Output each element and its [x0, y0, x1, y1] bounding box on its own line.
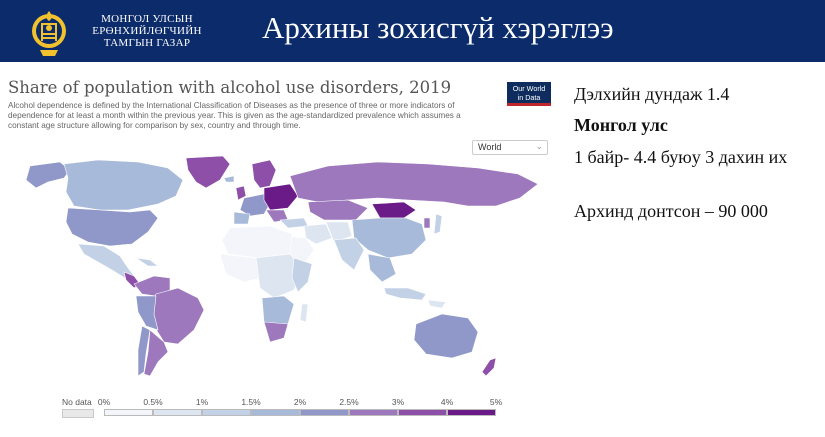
map-region-china — [351, 217, 427, 259]
slide-title: Архины зохисгүй хэрэглээ — [262, 10, 614, 45]
region-selector[interactable]: World ⌄ — [472, 140, 548, 155]
region-selector-value: World — [478, 142, 502, 152]
world-average-text: Дэлхийн дундаж 1.4 — [574, 84, 730, 104]
org-line-2: ЕРӨНХИЙЛӨГЧИЙН — [92, 25, 202, 37]
map-region-argentina — [143, 329, 169, 377]
map-region-north-africa — [221, 225, 293, 259]
chevron-down-icon: ⌄ — [535, 141, 543, 151]
world-map[interactable] — [8, 154, 553, 389]
mongolia-heading: Монгол улс — [574, 115, 668, 135]
owid-logo[interactable]: Our World in Data — [507, 82, 551, 106]
map-region-caribbean — [135, 257, 159, 267]
map-region-peru-bolivia — [135, 295, 159, 331]
legend-tick-label: 1.5% — [241, 397, 261, 407]
legend-color-swatch[interactable] — [251, 409, 300, 416]
legend-color-swatch[interactable] — [153, 409, 202, 416]
legend-color-swatch[interactable] — [349, 409, 398, 416]
chart-subtitle: Alcohol dependence is defined by the Int… — [8, 101, 461, 131]
map-region-india — [333, 237, 365, 271]
map-region-uk — [235, 185, 247, 201]
map-region-east-africa — [291, 257, 313, 293]
legend-color-swatch[interactable] — [447, 409, 496, 416]
legend-tick-label: 0.5% — [143, 397, 163, 407]
map-region-brazil — [149, 287, 205, 345]
chart-title: Share of population with alcohol use dis… — [8, 78, 452, 97]
map-region-korea — [423, 217, 431, 229]
alcohol-dependent-count-text: Архинд донтсон – 90 000 — [574, 201, 768, 221]
legend-color-swatch[interactable] — [202, 409, 251, 416]
map-region-canada — [63, 159, 184, 211]
legend-color-swatch[interactable] — [104, 409, 153, 416]
map-region-west-africa — [219, 253, 261, 283]
map-region-iberia — [233, 211, 251, 225]
map-region-pakistan-afghanistan — [325, 221, 353, 243]
chart-panel: Share of population with alcohol use dis… — [6, 70, 558, 432]
map-region-south-africa — [263, 321, 289, 343]
legend-no-data-swatch — [62, 409, 94, 418]
map-region-kazakhstan — [307, 199, 369, 221]
legend-tick-label: 5% — [489, 397, 503, 407]
map-region-greenland — [185, 155, 231, 189]
map-region-iran — [303, 223, 333, 245]
map-region-central-africa — [255, 253, 303, 299]
map-region-madagascar — [299, 303, 309, 323]
org-line-1: МОНГОЛ УЛСЫН — [101, 13, 193, 25]
legend-tick-label: 2% — [293, 397, 307, 407]
owid-logo-line-2: in Data — [517, 92, 541, 102]
legend-color-swatch[interactable] — [300, 409, 349, 416]
map-region-australia — [413, 313, 479, 359]
owid-logo-line-1: Our World — [512, 84, 546, 93]
map-region-japan — [433, 213, 443, 235]
map-region-iceland — [223, 175, 235, 183]
map-region-alaska — [25, 161, 71, 189]
mongolia-rank-text: 1 байр- 4.4 буюу 3 дахин их — [574, 147, 788, 167]
legend-tick-label: 2.5% — [339, 397, 359, 407]
legend-color-swatch[interactable] — [398, 409, 447, 416]
map-region-eastern-europe — [263, 183, 299, 211]
map-region-usa — [65, 207, 159, 247]
org-line-3: ТАМГЫН ГАЗАР — [103, 37, 191, 49]
organization-name: МОНГОЛ УЛСЫН ЕРӨНХИЙЛӨГЧИЙН ТАМГЫН ГАЗАР — [72, 13, 222, 49]
legend-tick-label: 0% — [97, 397, 111, 407]
legend-tick-label: 1% — [195, 397, 209, 407]
soyombo-emblem-icon — [32, 11, 66, 56]
map-region-mongolia — [371, 201, 417, 219]
map-region-new-zealand — [481, 357, 497, 377]
map-region-scandinavia — [251, 159, 277, 189]
map-region-indonesia — [383, 287, 427, 301]
map-region-southeast-asia — [367, 253, 397, 283]
map-region-russia — [289, 161, 539, 207]
map-region-papua — [427, 299, 447, 309]
legend-no-data-label: No data — [62, 397, 92, 407]
slide-header: МОНГОЛ УЛСЫН ЕРӨНХИЙЛӨГЧИЙН ТАМГЫН ГАЗАР… — [0, 0, 825, 62]
legend-tick-label: 3% — [391, 397, 405, 407]
legend-tick-label: 4% — [440, 397, 454, 407]
